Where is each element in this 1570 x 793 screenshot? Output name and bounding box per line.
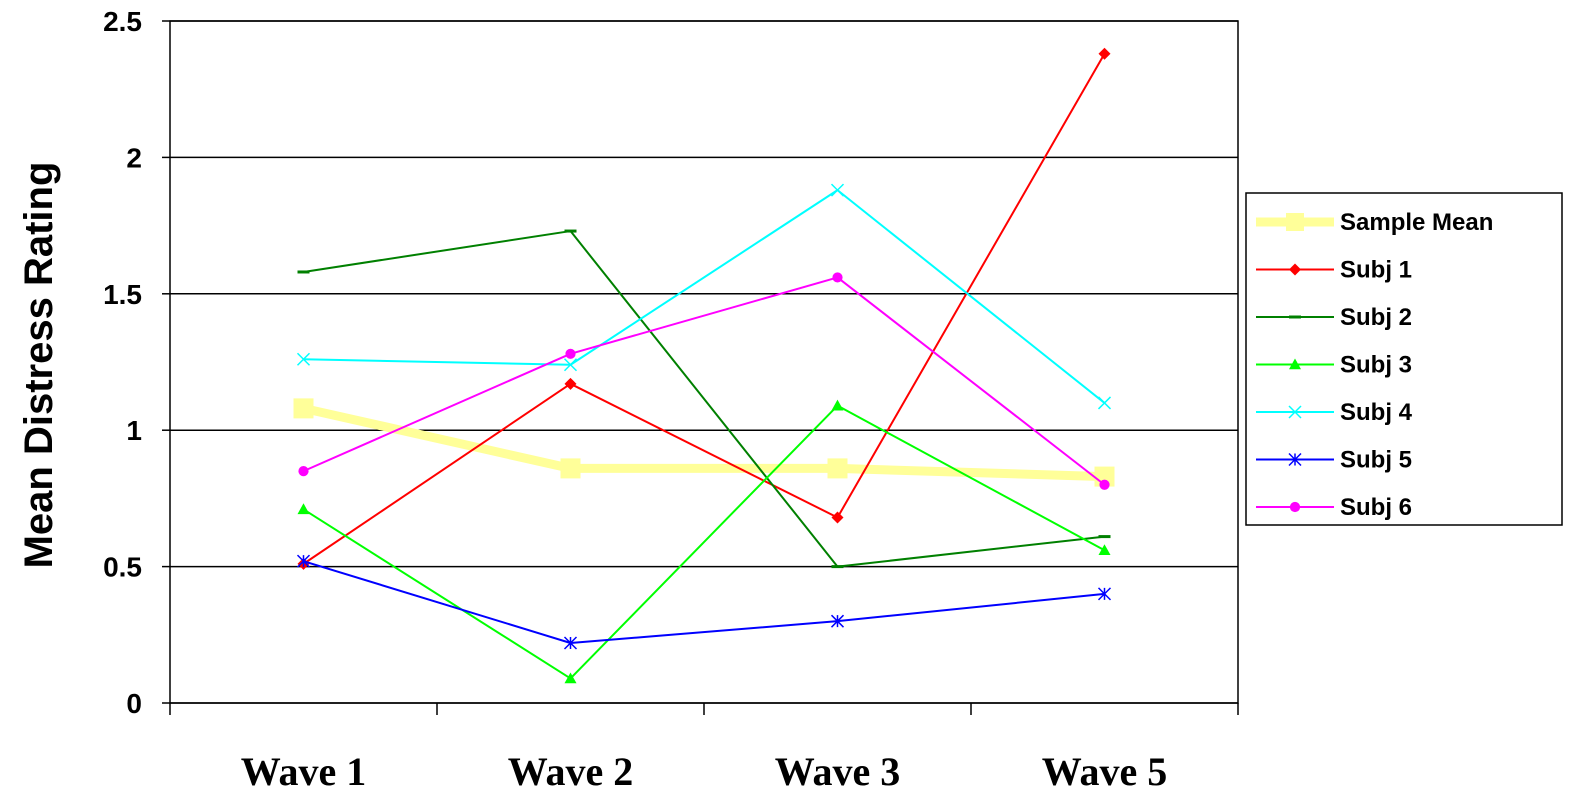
legend-label: Sample Mean (1340, 209, 1493, 236)
y-tick-label: 0 (126, 688, 142, 719)
data-point (1097, 587, 1112, 601)
series-line (303, 189, 1106, 404)
legend-label: Subj 6 (1340, 494, 1412, 521)
legend-entry: Subj 3 (1256, 352, 1412, 379)
legend-swatch-marker (1288, 405, 1302, 419)
series-subj-5 (296, 554, 1112, 650)
series-line (302, 403, 1105, 482)
series-sample-mean (293, 398, 1115, 487)
x-tick-label: Wave 5 (1042, 749, 1168, 793)
data-point (1099, 479, 1110, 490)
series-subj-2 (297, 229, 1111, 569)
plot-area-border (169, 20, 1239, 704)
legend-label: Subj 5 (1340, 447, 1412, 474)
legend-entry: Sample Mean (1256, 209, 1493, 236)
legend-entry: Subj 5 (1256, 447, 1412, 474)
data-point (832, 272, 843, 283)
data-point (564, 377, 577, 390)
data-point (564, 672, 577, 684)
series-subj-4 (296, 183, 1112, 410)
y-tick-label: 0.5 (103, 552, 142, 583)
data-point (563, 358, 578, 372)
legend-entry: Subj 2 (1256, 304, 1412, 331)
data-point (560, 458, 581, 479)
legend-swatch-marker (1289, 501, 1301, 513)
data-point (1097, 396, 1112, 410)
series-line (303, 276, 1106, 486)
series-line (303, 560, 1105, 644)
series-line (303, 230, 1105, 568)
x-tick-labels: Wave 1 Wave 2 Wave 3 Wave 5 (241, 749, 1168, 793)
axes (162, 20, 1239, 715)
y-tick-label: 1 (126, 415, 142, 446)
series-subj-3 (297, 399, 1111, 684)
legend-box (1245, 192, 1563, 526)
gridlines (170, 20, 1238, 704)
x-tick-label: Wave 1 (241, 749, 367, 793)
legend-label: Subj 1 (1340, 257, 1412, 284)
series-subj-1 (297, 47, 1111, 570)
legend-swatch-marker (1288, 452, 1302, 467)
data-point (296, 554, 311, 568)
data-point (563, 636, 578, 650)
data-point (293, 398, 314, 419)
series-subj-6 (298, 272, 1110, 490)
data-point (827, 458, 848, 479)
y-tick-label: 1.5 (103, 279, 142, 310)
legend-label: Subj 4 (1340, 399, 1413, 426)
series-group (293, 47, 1115, 684)
data-point (297, 503, 310, 515)
legend-swatch-marker (1289, 263, 1301, 276)
legend-entry: Subj 6 (1256, 494, 1412, 521)
data-point (565, 348, 576, 359)
data-point (831, 511, 844, 524)
legend-entry: Subj 1 (1256, 257, 1412, 284)
y-tick-label: 2 (126, 142, 142, 173)
data-point (1098, 47, 1111, 60)
legend-label: Subj 3 (1340, 352, 1412, 379)
data-point (1098, 544, 1111, 556)
y-tick-label: 2.5 (103, 6, 142, 37)
series-line (302, 404, 1105, 680)
x-tick-label: Wave 3 (775, 749, 901, 793)
y-tick-labels: 0 0.5 1 1.5 2 2.5 (103, 6, 142, 719)
data-point (831, 399, 844, 411)
legend-label: Subj 2 (1340, 304, 1412, 331)
data-point (830, 183, 845, 197)
x-tick-label: Wave 2 (508, 749, 634, 793)
legend-swatch-marker (1286, 213, 1304, 231)
legend-swatch-marker (1289, 358, 1301, 370)
data-point (296, 352, 311, 366)
y-axis-label: Mean Distress Rating (17, 162, 61, 569)
data-point (830, 614, 845, 628)
legend-entry: Subj 4 (1256, 399, 1413, 426)
legend: Sample Mean Subj 1 Subj 2 Subj 3 Subj 4 Subj … (1245, 192, 1563, 526)
series-line (302, 53, 1106, 565)
data-point (298, 466, 309, 477)
